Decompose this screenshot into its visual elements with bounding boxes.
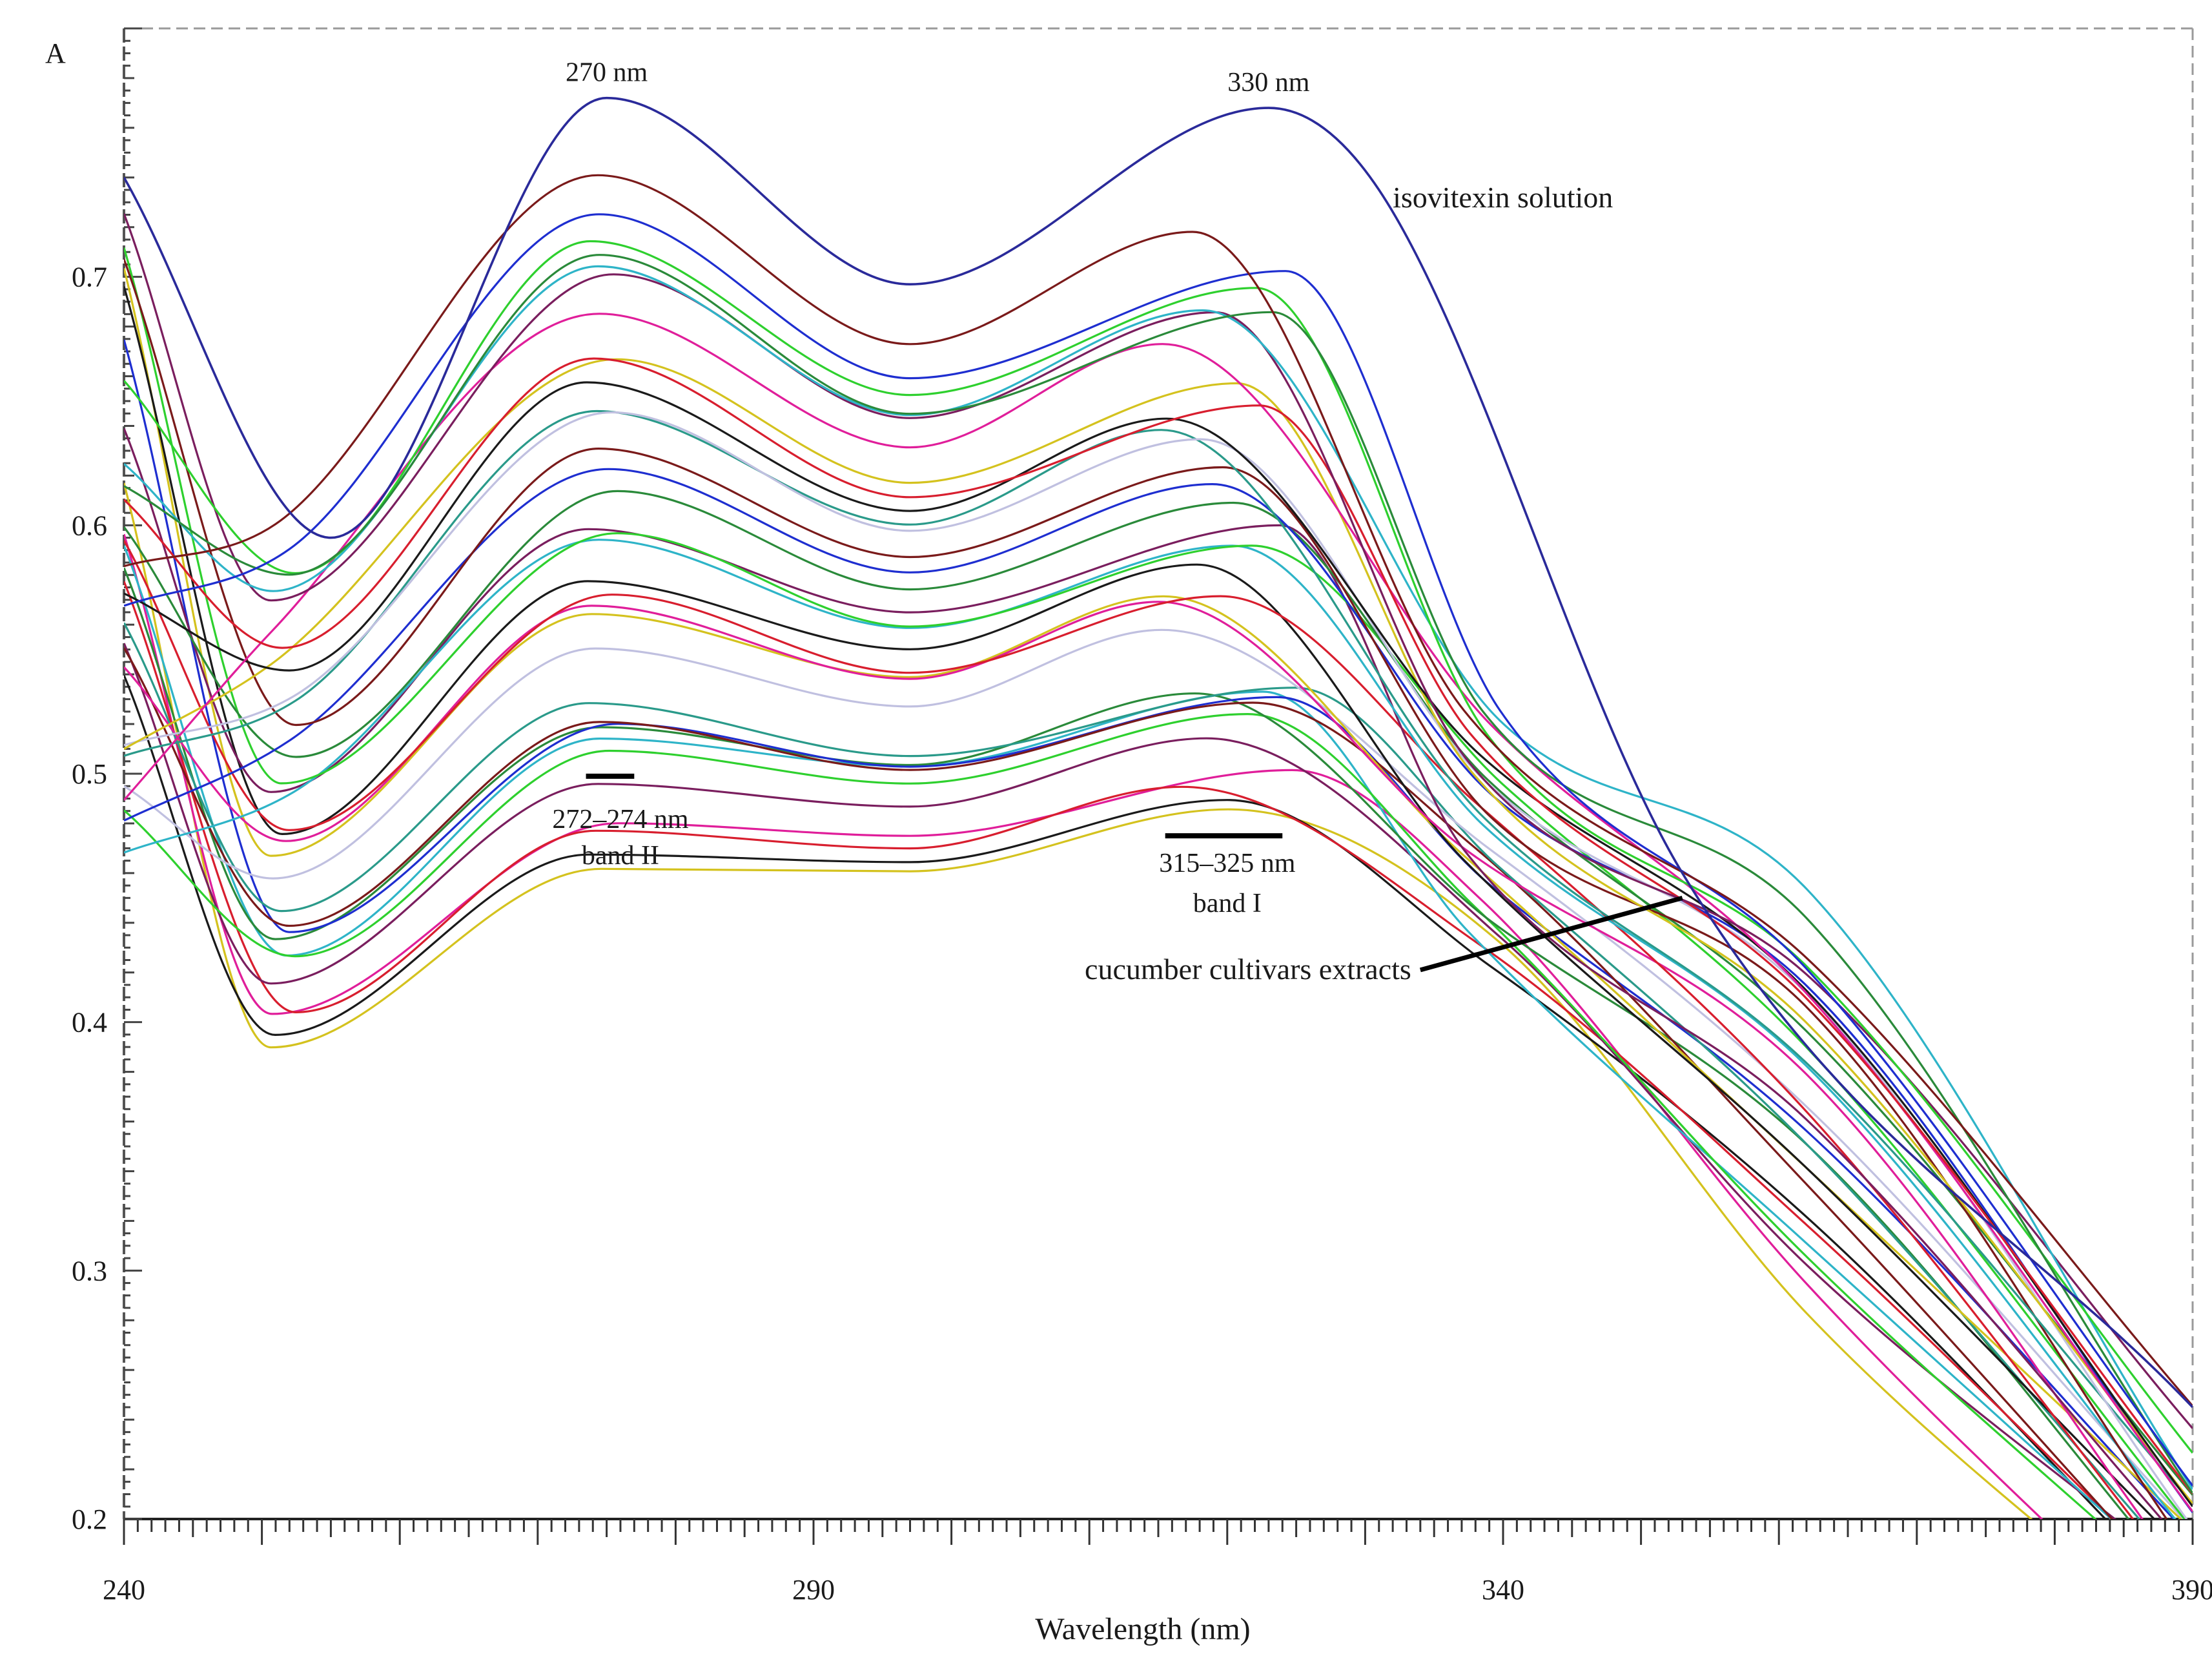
extracts-label: cucumber cultivars extracts <box>1085 953 1411 986</box>
extract-spectrum-line <box>124 601 2144 1519</box>
extract-spectrum-line <box>124 358 2193 1505</box>
extract-spectrum-line <box>124 174 2193 1407</box>
extract-spectrum-line <box>124 647 2114 1519</box>
band-ii-label: band II <box>582 841 659 871</box>
extracts-leader-line <box>1419 895 1683 973</box>
extract-spectrum-line <box>124 357 2193 1494</box>
y-tick-label: 0.3 <box>72 1255 107 1287</box>
extract-spectrum-line <box>124 581 2115 1519</box>
extract-spectrum-line <box>124 254 2193 1494</box>
isovitexin-label: isovitexin solution <box>1393 181 1613 214</box>
x-tick-label: 290 <box>792 1574 835 1606</box>
extract-spectrum-line <box>124 482 2033 1519</box>
x-tick-label: 240 <box>103 1574 145 1606</box>
band-i-range-label: 315–325 nm <box>1159 849 1296 878</box>
extract-spectrum-line <box>124 247 2186 1519</box>
y-tick-label: 0.7 <box>72 262 107 293</box>
extract-spectrum-line <box>124 339 2175 1519</box>
extract-spectrum-line <box>124 540 2135 1519</box>
y-tick-label: 0.6 <box>72 510 107 541</box>
extract-spectrum-line <box>124 267 2182 1519</box>
y-axis-title: A <box>45 37 66 69</box>
peak-330-label: 330 nm <box>1227 68 1310 98</box>
x-tick-label: 340 <box>1482 1574 1524 1606</box>
axis-ticks <box>123 27 2194 1545</box>
extract-spectrum-line <box>124 545 2113 1519</box>
y-tick-label: 0.2 <box>72 1504 107 1535</box>
extract-spectrum-line <box>124 490 2193 1496</box>
extract-spectrum-line <box>124 628 2185 1519</box>
x-axis-title: Wavelength (nm) <box>1035 1612 1250 1646</box>
x-tick-labels: 240 290 340 390 <box>103 1574 2212 1606</box>
x-tick-label: 390 <box>2171 1574 2212 1606</box>
isovitexin-spectrum-line <box>124 96 2193 1409</box>
spectra-lines <box>124 96 2193 1519</box>
extract-spectrum-line <box>124 409 2193 1505</box>
extract-spectrum-line <box>124 643 2117 1519</box>
y-tick-labels: 0.2 0.3 0.4 0.5 0.6 0.7 <box>72 262 107 1535</box>
band-i-label: band I <box>1193 889 1262 918</box>
y-tick-label: 0.4 <box>72 1007 107 1039</box>
extract-spectrum-line <box>124 258 2168 1519</box>
extract-spectrum-line <box>124 213 2193 1487</box>
band-ii-range-label: 272–274 nm <box>552 805 689 834</box>
extract-spectrum-line <box>124 468 2193 1513</box>
extract-spectrum-line <box>124 240 2193 1454</box>
peak-270-label: 270 nm <box>566 58 648 88</box>
extract-spectrum-line <box>124 622 2141 1519</box>
extract-spectrum-line <box>124 533 2043 1519</box>
extract-spectrum-line <box>124 539 2176 1519</box>
extract-spectrum-line <box>124 313 2193 1513</box>
extract-spectrum-line <box>124 381 2193 1507</box>
extract-spectrum-line <box>124 674 2107 1519</box>
extract-spectrum-line <box>124 286 2156 1519</box>
extract-spectrum-line <box>124 213 2193 1429</box>
extract-spectrum-line <box>124 712 2097 1519</box>
y-tick-label: 0.5 <box>72 758 107 790</box>
